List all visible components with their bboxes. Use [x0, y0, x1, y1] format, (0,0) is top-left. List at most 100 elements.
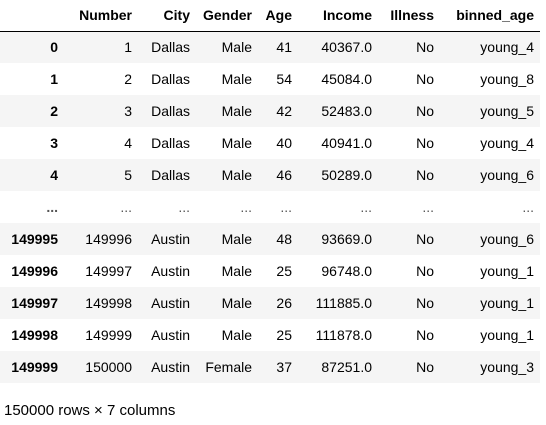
table-row: 2 3 Dallas Male 42 52483.0 No young_5 [0, 95, 540, 127]
column-header: Age [258, 0, 298, 32]
table-cell: No [416, 135, 434, 151]
table-cell: Male [221, 295, 252, 311]
table-cell: No [416, 39, 434, 56]
column-header: Income [298, 0, 378, 32]
ellipsis-row: ........................ [0, 191, 540, 223]
table-cell: 37 [276, 359, 292, 375]
table-cell: 2 [124, 71, 132, 87]
table-row: 3 4 Dallas Male 40 40941.0 No young_4 [0, 127, 540, 159]
table-cell: 1 [124, 39, 132, 56]
table-cell: ... [522, 199, 534, 215]
column-header: Gender [196, 0, 258, 32]
column-header: binned_age [440, 0, 540, 32]
table-cell: 150000 [85, 359, 132, 375]
table-cell: Austin [151, 327, 190, 343]
column-header: City [138, 0, 196, 32]
row-index: 149996 [11, 263, 58, 279]
table-cell: 25 [276, 327, 292, 343]
table-cell: No [416, 263, 434, 279]
table-cell: Male [221, 231, 252, 247]
table-cell: 111885.0 [315, 295, 372, 311]
table-cell: Austin [151, 359, 190, 375]
table-cell: 96748.0 [321, 263, 372, 279]
table-body: 0 1 Dallas Male 41 40367.0 No young_4 1 2 Dallas Ma… [0, 31, 540, 383]
row-index: 4 [50, 167, 58, 183]
row-index: ... [46, 199, 58, 215]
table-row: 149996 149997 Austin Male 25 96748.0 No young_1 [0, 255, 540, 287]
table-cell: 42 [276, 103, 292, 119]
table-cell: Dallas [151, 71, 190, 87]
table-cell: 149999 [85, 327, 132, 343]
table-cell: Austin [151, 295, 190, 311]
table-cell: 3 [124, 103, 132, 119]
table-cell: 93669.0 [321, 231, 372, 247]
table-cell: young_6 [480, 231, 534, 247]
table-cell: ... [240, 199, 252, 215]
row-index: 1 [50, 71, 58, 87]
table-row: 149999 150000 Austin Female 37 87251.0 No young… [0, 351, 540, 383]
table-cell: 54 [276, 71, 292, 87]
row-index: 0 [50, 39, 58, 56]
row-index: 2 [50, 103, 58, 119]
table-cell: 52483.0 [321, 103, 372, 119]
table-cell: young_1 [480, 263, 534, 279]
table-cell: 46 [276, 167, 292, 183]
table-cell: No [416, 103, 434, 119]
column-header: Illness [378, 0, 440, 32]
index-header [0, 0, 64, 32]
table-cell: Dallas [151, 39, 190, 56]
row-index: 149995 [11, 231, 58, 247]
table-cell: ... [422, 199, 434, 215]
table-cell: Dallas [151, 103, 190, 119]
table-cell: Male [221, 71, 252, 87]
table-cell: Female [205, 359, 252, 375]
table-cell: young_1 [480, 327, 534, 343]
table-row: 149995 149996 Austin Male 48 93669.0 No young_6 [0, 223, 540, 255]
table-row: 1 2 Dallas Male 54 45084.0 No young_8 [0, 63, 540, 95]
shape-summary: 150000 rows × 7 columns [4, 402, 176, 419]
table-cell: No [416, 167, 434, 183]
row-index: 149998 [11, 327, 58, 343]
dataframe-table: Number City Gender Age Income Illness binned_a… [0, 0, 540, 383]
table-cell: ... [120, 199, 132, 215]
table-cell: Male [221, 167, 252, 183]
table-cell: Austin [151, 231, 190, 247]
table-cell: young_8 [480, 71, 534, 87]
table-cell: No [416, 359, 434, 375]
table-cell: 111878.0 [315, 327, 372, 343]
table-cell: 40941.0 [321, 135, 372, 151]
table-cell: 41 [276, 39, 292, 56]
table-cell: 40367.0 [321, 39, 372, 56]
table-cell: 149997 [85, 263, 132, 279]
table-cell: Dallas [151, 135, 190, 151]
table-cell: 48 [276, 231, 292, 247]
table-header: Number City Gender Age Income Illness binned_a… [0, 0, 540, 32]
table-cell: 5 [124, 167, 132, 183]
table-cell: Dallas [151, 167, 190, 183]
table-cell: young_4 [480, 135, 534, 151]
table-cell: young_5 [480, 103, 534, 119]
table-cell: Male [221, 103, 252, 119]
dataframe-output: Number City Gender Age Income Illness binned_a… [0, 0, 540, 383]
table-cell: Male [221, 135, 252, 151]
table-cell: ... [178, 199, 190, 215]
header-row: Number City Gender Age Income Illness binned_a… [0, 0, 540, 32]
table-cell: young_1 [480, 295, 534, 311]
row-index: 149997 [11, 295, 58, 311]
table-cell: 149998 [85, 295, 132, 311]
row-index: 3 [50, 135, 58, 151]
table-cell: 4 [124, 135, 132, 151]
table-cell: ... [360, 199, 372, 215]
table-cell: young_6 [480, 167, 534, 183]
table-cell: Male [221, 327, 252, 343]
table-row: 149997 149998 Austin Male 26 111885.0 No young_… [0, 287, 540, 319]
table-cell: 50289.0 [321, 167, 372, 183]
table-cell: 45084.0 [321, 71, 372, 87]
table-cell: 87251.0 [321, 359, 372, 375]
table-cell: 25 [276, 263, 292, 279]
table-row: 0 1 Dallas Male 41 40367.0 No young_4 [0, 31, 540, 63]
table-cell: Male [221, 263, 252, 279]
column-header: Number [64, 0, 138, 32]
table-cell: No [416, 71, 434, 87]
table-cell: young_4 [480, 39, 534, 56]
